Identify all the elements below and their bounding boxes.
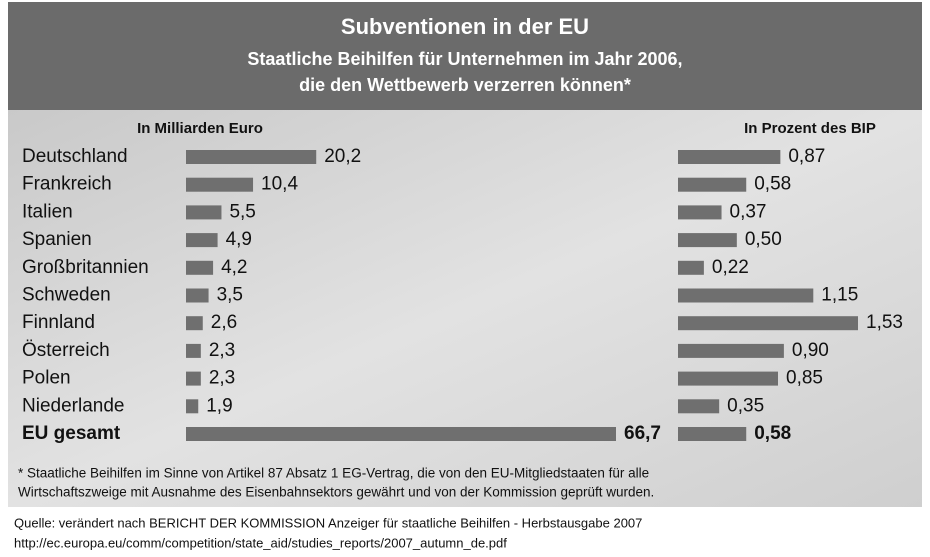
value-label: 4,2 — [221, 257, 247, 278]
bar — [678, 150, 781, 164]
value-label: 0,37 — [730, 201, 767, 222]
value-label: 1,15 — [821, 285, 858, 306]
value-label: 1,9 — [206, 395, 232, 416]
bar — [186, 177, 254, 192]
subtitle: die den Wettbewerb verzerren können* — [299, 75, 631, 95]
value-label: 66,7 — [624, 423, 661, 444]
category-label: Großbritannien — [22, 257, 149, 278]
bar — [678, 205, 722, 220]
bar — [186, 316, 203, 331]
footnote: * Staatliche Beihilfen im Sinne von Arti… — [18, 466, 649, 481]
value-label: 0,35 — [727, 395, 764, 416]
bar — [186, 260, 214, 275]
bar — [678, 177, 747, 192]
footnote: Wirtschaftszweige mit Ausnahme des Eisen… — [18, 485, 654, 500]
value-label: 2,6 — [211, 312, 237, 333]
bar — [186, 371, 201, 386]
category-label: Deutschland — [22, 146, 128, 167]
category-label: Schweden — [22, 285, 111, 306]
category-label: EU gesamt — [22, 423, 121, 444]
bar — [678, 399, 720, 414]
value-label: 3,5 — [217, 285, 243, 306]
header-band — [8, 2, 922, 110]
value-label: 0,87 — [788, 146, 825, 167]
bar — [678, 427, 747, 441]
bar — [186, 399, 199, 414]
value-label: 0,90 — [792, 340, 829, 361]
bar — [678, 316, 858, 331]
bar — [186, 233, 218, 248]
value-label: 0,50 — [745, 229, 782, 250]
bar — [186, 288, 209, 303]
value-label: 2,3 — [209, 368, 235, 389]
bar — [678, 343, 784, 358]
bar — [186, 427, 616, 441]
value-label: 4,9 — [226, 229, 252, 250]
value-label: 0,22 — [712, 257, 749, 278]
bar — [678, 288, 814, 303]
value-label: 2,3 — [209, 340, 235, 361]
panel-title: In Milliarden Euro — [137, 120, 263, 137]
category-label: Finnland — [22, 312, 95, 333]
title: Subventionen in der EU — [341, 14, 589, 39]
value-label: 5,5 — [229, 201, 255, 222]
category-label: Spanien — [22, 229, 92, 250]
value-label: 20,2 — [324, 146, 361, 167]
subtitle: Staatliche Beihilfen für Unternehmen im … — [247, 49, 682, 69]
bar — [678, 371, 778, 386]
panel-title: In Prozent des BIP — [744, 120, 876, 137]
bar — [678, 260, 704, 275]
bar — [186, 343, 201, 358]
category-label: Polen — [22, 368, 71, 389]
value-label: 1,53 — [866, 312, 903, 333]
value-label: 10,4 — [261, 174, 298, 195]
chart-area — [8, 110, 922, 507]
category-label: Niederlande — [22, 395, 124, 416]
value-label: 0,58 — [754, 174, 791, 195]
source: http://ec.europa.eu/comm/competition/sta… — [14, 535, 507, 550]
bar — [186, 150, 317, 164]
value-label: 0,58 — [754, 423, 791, 444]
source: Quelle: verändert nach BERICHT DER KOMMI… — [14, 515, 642, 530]
bar — [678, 233, 737, 248]
value-label: 0,85 — [786, 368, 823, 389]
category-label: Österreich — [22, 340, 110, 361]
bar — [186, 205, 222, 220]
category-label: Italien — [22, 201, 73, 222]
category-label: Frankreich — [22, 174, 112, 195]
